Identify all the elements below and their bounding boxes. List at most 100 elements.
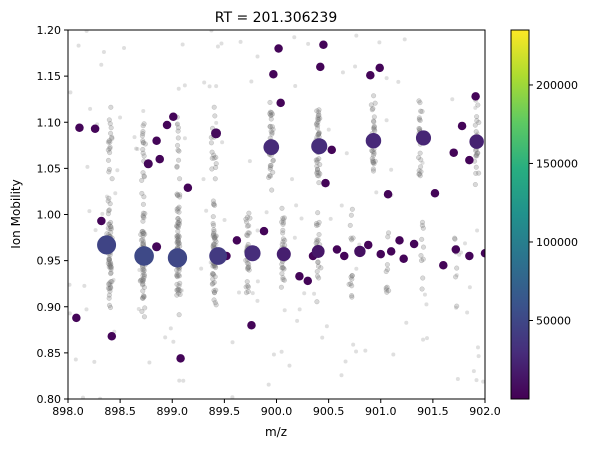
background-point	[101, 49, 106, 54]
background-point	[211, 290, 217, 296]
background-point	[140, 237, 146, 243]
background-point	[315, 259, 321, 265]
background-point	[175, 223, 181, 229]
data-point	[395, 236, 404, 245]
background-point	[106, 208, 112, 214]
background-point	[176, 240, 182, 246]
background-point	[106, 281, 112, 287]
background-point	[210, 271, 216, 277]
y-tick-label: 0.95	[37, 255, 62, 268]
background-point	[177, 192, 183, 198]
background-point	[424, 336, 429, 341]
background-point	[176, 268, 182, 274]
background-point	[108, 226, 115, 232]
data-point	[409, 239, 419, 249]
background-point	[140, 295, 146, 301]
background-point	[134, 146, 139, 151]
background-point	[268, 162, 274, 169]
background-point	[245, 266, 251, 272]
background-point	[136, 307, 141, 312]
background-point	[106, 256, 113, 263]
background-point	[246, 264, 252, 270]
background-point	[420, 256, 426, 262]
background-point	[255, 54, 260, 59]
background-point	[213, 302, 219, 308]
background-point	[416, 115, 422, 121]
background-point	[270, 169, 276, 175]
background-point	[280, 265, 287, 271]
background-point	[384, 76, 389, 81]
colorbar-ticks: 50000 100000 150000 200000	[529, 79, 578, 327]
background-point	[176, 86, 181, 91]
background-point	[108, 261, 114, 267]
background-point	[293, 84, 298, 89]
background-point	[473, 129, 479, 135]
background-point	[176, 241, 182, 247]
background-point	[315, 119, 321, 125]
background-point	[107, 121, 113, 127]
background-point	[209, 155, 215, 161]
background-point	[354, 266, 359, 271]
background-point	[416, 155, 422, 161]
background-point	[246, 230, 252, 236]
background-point	[140, 128, 146, 135]
x-tick-label: 898.5	[104, 405, 136, 418]
background-point	[174, 273, 180, 279]
background-point	[105, 211, 111, 217]
background-point	[237, 290, 242, 295]
data-point	[269, 70, 278, 79]
y-tick-label: 1.15	[37, 70, 62, 83]
background-point	[340, 70, 345, 75]
background-point	[174, 191, 180, 197]
data-point	[469, 134, 484, 149]
background-point	[244, 232, 250, 238]
background-point	[377, 40, 382, 45]
background-point	[108, 224, 114, 230]
background-point	[238, 39, 243, 44]
background-point	[420, 225, 426, 231]
background-point	[176, 312, 182, 318]
background-point	[141, 194, 147, 200]
background-point	[314, 157, 320, 163]
background-point	[142, 211, 148, 217]
background-point	[141, 173, 147, 179]
background-point	[269, 130, 275, 136]
background-point	[175, 228, 181, 234]
background-point	[245, 284, 251, 290]
background-point	[177, 176, 183, 182]
chart-title: RT = 201.306239	[215, 10, 338, 26]
background-point	[280, 239, 286, 245]
background-point	[177, 194, 183, 200]
background-point	[106, 138, 112, 144]
background-point	[316, 109, 322, 115]
background-point	[316, 131, 322, 137]
background-point	[316, 275, 322, 281]
background-point	[210, 280, 216, 287]
background-point	[243, 284, 249, 290]
background-point	[212, 176, 218, 182]
background-point	[204, 208, 209, 213]
background-point	[313, 222, 320, 228]
data-point	[449, 148, 458, 157]
background-point	[140, 239, 146, 245]
background-point	[402, 37, 407, 42]
background-point	[314, 273, 321, 279]
background-point	[314, 239, 320, 245]
background-point	[339, 373, 344, 378]
background-point	[108, 285, 114, 291]
background-point	[230, 340, 235, 345]
background-point	[416, 116, 422, 123]
background-point	[318, 265, 324, 271]
colorbar-tick-label: 200000	[536, 79, 578, 92]
background-point	[292, 235, 297, 240]
data-point	[143, 159, 153, 169]
background-point	[107, 201, 113, 207]
background-point	[175, 193, 181, 199]
background-point	[176, 273, 182, 279]
background-point	[141, 293, 147, 299]
background-point	[315, 263, 322, 269]
background-point	[107, 280, 113, 286]
background-point	[106, 286, 113, 292]
background-point	[417, 100, 423, 106]
